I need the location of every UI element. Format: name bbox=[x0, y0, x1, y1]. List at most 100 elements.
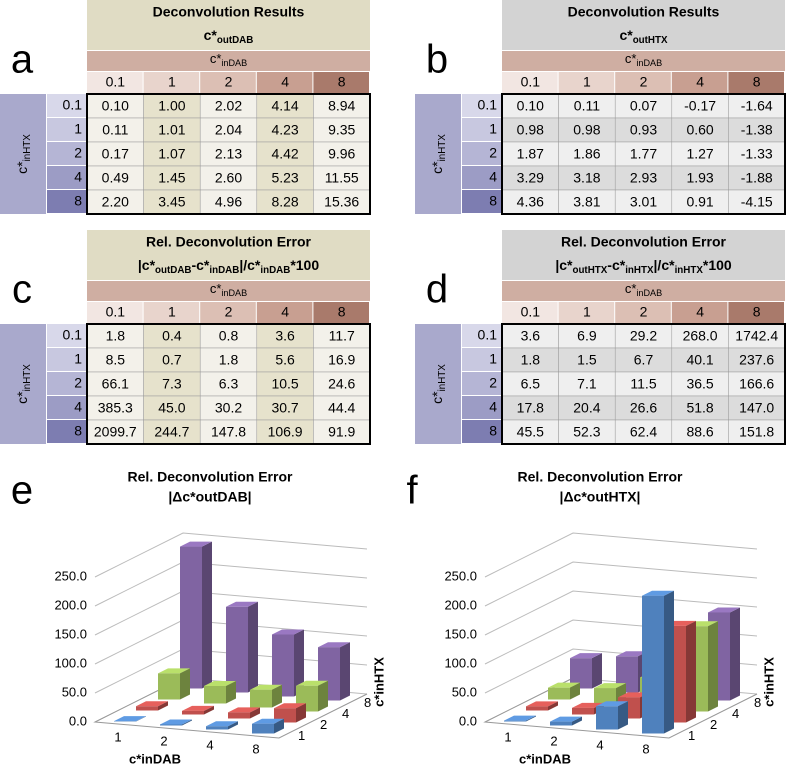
cell: 17.8 bbox=[517, 400, 544, 416]
cell: -1.88 bbox=[741, 170, 773, 186]
cell: 2.02 bbox=[215, 98, 242, 114]
bar-top bbox=[226, 601, 258, 607]
row-header: 4 bbox=[489, 399, 497, 415]
panel-letter: a bbox=[11, 38, 34, 82]
bar-side bbox=[274, 718, 284, 734]
row-header: 1 bbox=[74, 121, 82, 137]
cell: 1.8 bbox=[106, 328, 126, 344]
cell: 3.01 bbox=[630, 194, 657, 210]
cell: 0.98 bbox=[517, 122, 544, 138]
bar bbox=[182, 710, 204, 715]
bar-top bbox=[548, 682, 580, 688]
cell: 151.8 bbox=[739, 424, 774, 440]
cell: 268.0 bbox=[683, 328, 718, 344]
header-box bbox=[87, 230, 370, 280]
x-tick-label: 2 bbox=[160, 733, 167, 748]
col-header-cell bbox=[313, 302, 369, 323]
cell: 16.9 bbox=[328, 352, 355, 368]
chart-subtitle: |Δc*outDAB| bbox=[168, 489, 251, 505]
cell-bg bbox=[313, 323, 371, 349]
cell: -4.15 bbox=[741, 194, 773, 210]
bar-side bbox=[318, 680, 328, 712]
y-tick-label: 0.0 bbox=[459, 713, 477, 728]
subscript: inDAB bbox=[209, 265, 239, 276]
cell: 1.5 bbox=[577, 352, 597, 368]
text-part: |c* bbox=[138, 257, 156, 273]
cell: 3.18 bbox=[573, 170, 600, 186]
cell: 30.2 bbox=[215, 400, 242, 416]
col-header-cell bbox=[615, 302, 671, 323]
cell: 10.5 bbox=[271, 376, 298, 392]
cell: 2.13 bbox=[215, 146, 242, 162]
depth-tick-label: 4 bbox=[732, 706, 739, 721]
bar-top bbox=[228, 707, 260, 713]
row-label-box bbox=[415, 94, 461, 214]
col-header-cell bbox=[671, 72, 728, 93]
cell: 1.07 bbox=[158, 146, 185, 162]
row-header-cell bbox=[47, 420, 86, 443]
bar-side bbox=[664, 590, 674, 734]
bar-side bbox=[340, 642, 350, 701]
col-header: 0.1 bbox=[106, 74, 126, 90]
row-header-cell bbox=[462, 420, 501, 443]
row-header: 0.1 bbox=[63, 97, 83, 113]
table-title: Rel. Deconvolution Error bbox=[561, 234, 726, 250]
row-header-cell bbox=[47, 94, 86, 117]
col-header: 1 bbox=[583, 74, 591, 90]
depth-tick-label: 1 bbox=[298, 728, 305, 743]
col-header: 4 bbox=[696, 74, 704, 90]
text-part: c* bbox=[429, 391, 445, 404]
text-part: c* bbox=[210, 281, 222, 296]
cell-bg bbox=[256, 141, 314, 167]
col-header: 0.1 bbox=[106, 304, 126, 320]
cell-bg bbox=[558, 141, 616, 167]
y-tick-label: 100.0 bbox=[54, 655, 87, 670]
depth-axis-title: c*inHTX bbox=[761, 657, 776, 707]
x-tick-label: 8 bbox=[252, 741, 259, 756]
bar-top bbox=[594, 683, 626, 689]
bar bbox=[160, 724, 182, 726]
cell: 0.93 bbox=[630, 122, 657, 138]
cell: 0.7 bbox=[162, 352, 182, 368]
cell: 1.45 bbox=[158, 170, 185, 186]
table-frame bbox=[501, 93, 786, 215]
bar-top bbox=[114, 716, 146, 722]
cell-bg bbox=[86, 117, 144, 143]
x-axis-title: c*inDAB bbox=[129, 751, 181, 766]
bar-top bbox=[250, 684, 282, 690]
row-header-cell bbox=[462, 118, 501, 141]
cell: 3.6 bbox=[275, 328, 295, 344]
col-header-cell bbox=[87, 72, 143, 93]
cell: 0.07 bbox=[630, 98, 657, 114]
depth-tick-label: 2 bbox=[710, 717, 717, 732]
bar-top bbox=[708, 607, 740, 613]
cell-bg bbox=[501, 395, 559, 421]
x-tick-label: 1 bbox=[504, 729, 511, 744]
row-header-cell bbox=[47, 118, 86, 141]
cell: 62.4 bbox=[630, 424, 657, 440]
chart-subtitle: |Δc*outHTX| bbox=[560, 489, 641, 505]
bar-side bbox=[548, 701, 558, 711]
subscript: inHTX bbox=[22, 364, 33, 392]
y-tick-label: 0.0 bbox=[69, 713, 87, 728]
cell-bg bbox=[86, 323, 144, 349]
cell-bg bbox=[728, 323, 786, 349]
table-frame bbox=[501, 323, 786, 445]
col-label: c*inDAB bbox=[210, 51, 247, 68]
x-axis-title: c*inDAB bbox=[519, 751, 571, 766]
row-header: 2 bbox=[74, 375, 82, 391]
bar-side bbox=[136, 716, 146, 722]
bar-top bbox=[526, 701, 558, 707]
col-header: 1 bbox=[168, 304, 176, 320]
cell: 1.86 bbox=[573, 146, 600, 162]
cell: 2.93 bbox=[630, 170, 657, 186]
row-header: 1 bbox=[489, 351, 497, 367]
col-label: c*inDAB bbox=[210, 281, 247, 298]
row-header-cell bbox=[462, 372, 501, 395]
text-part: c* bbox=[14, 161, 30, 174]
cell: 0.4 bbox=[162, 328, 182, 344]
table-frame bbox=[86, 323, 371, 445]
cell: 1.87 bbox=[517, 146, 544, 162]
cell: 1.8 bbox=[219, 352, 239, 368]
text-part: c* bbox=[14, 391, 30, 404]
